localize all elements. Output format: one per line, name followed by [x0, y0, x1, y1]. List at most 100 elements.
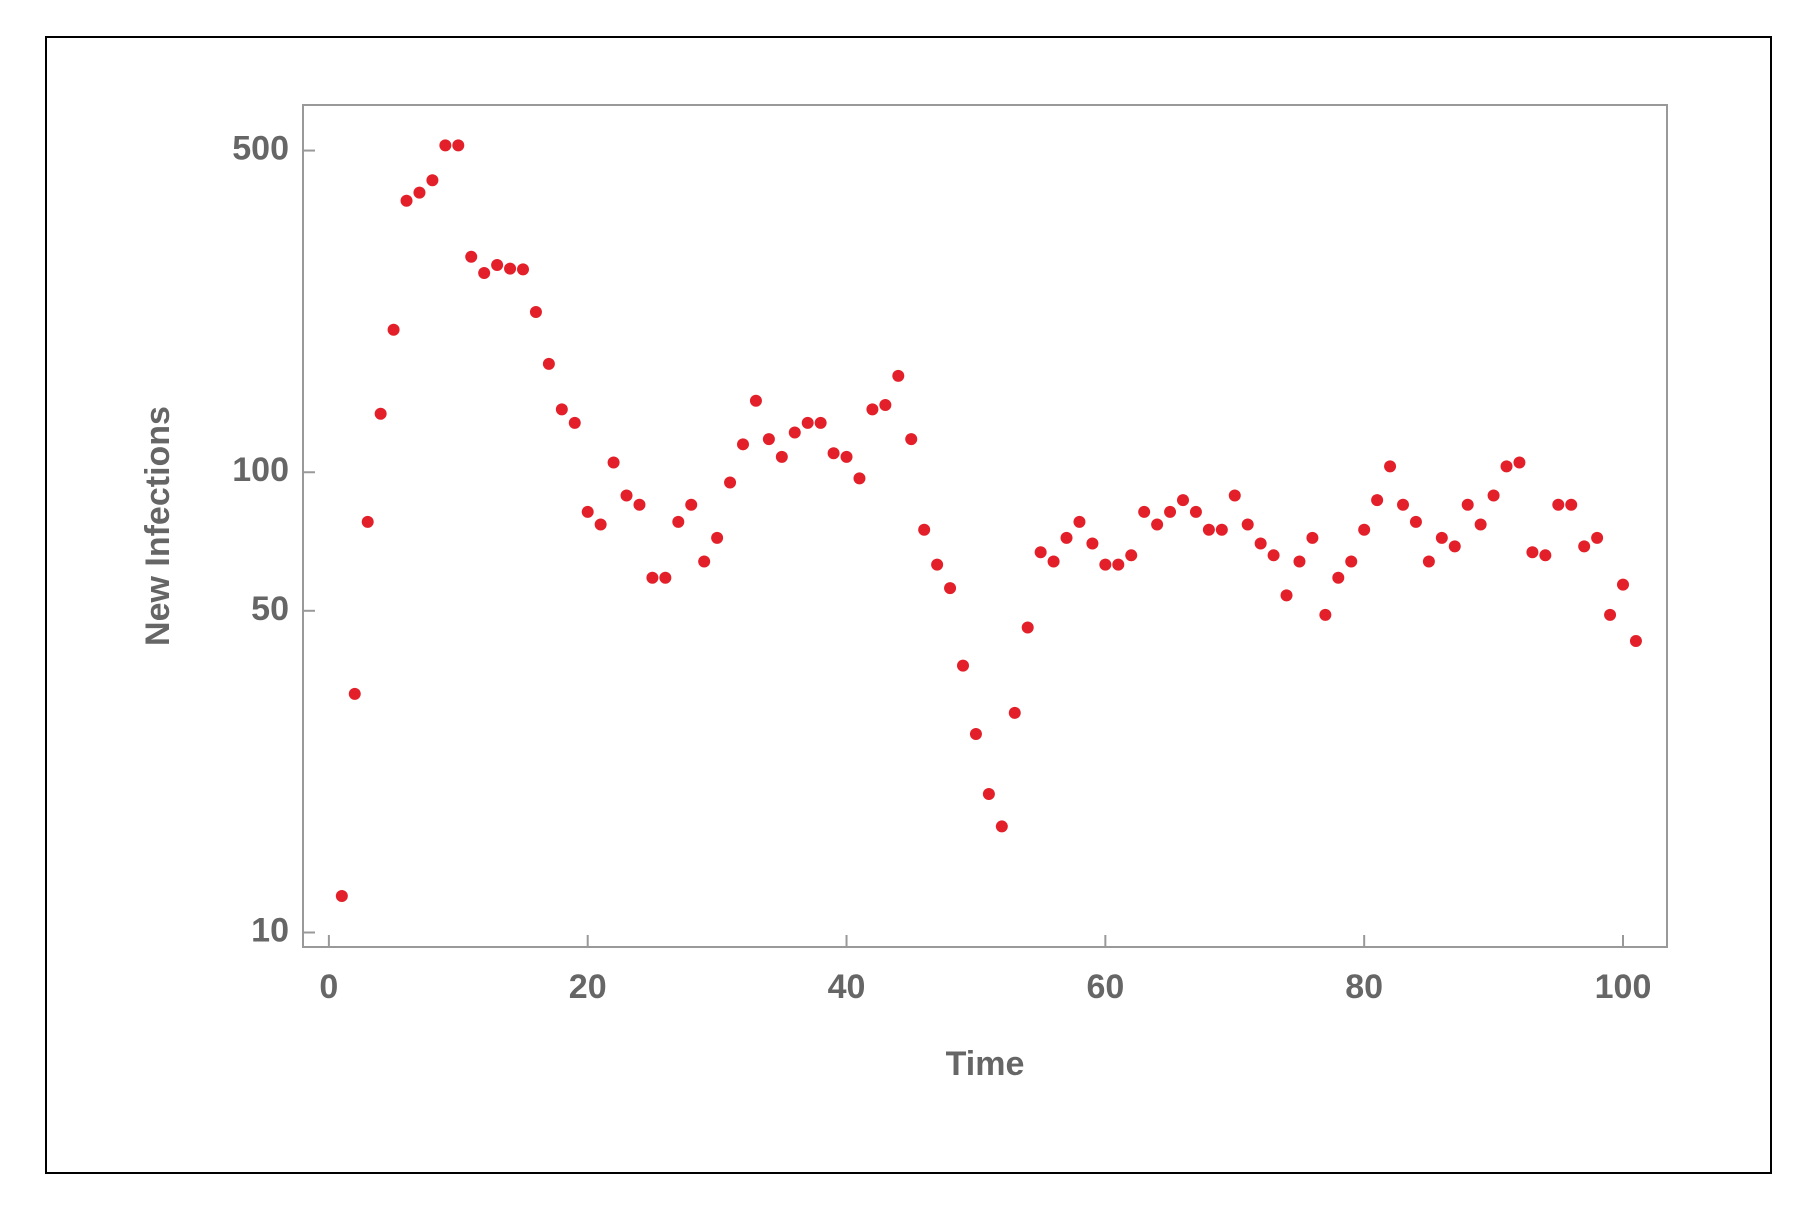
point [1060, 531, 1073, 544]
point [762, 433, 775, 446]
point [1008, 706, 1021, 719]
x-axis-label: Time [946, 1045, 1025, 1083]
point [1448, 540, 1461, 553]
x-tick-label: 20 [569, 968, 607, 1006]
x-tick-label: 80 [1345, 968, 1383, 1006]
point [1358, 523, 1371, 536]
x-tick-label: 100 [1595, 968, 1652, 1006]
point [892, 369, 905, 382]
point [1267, 549, 1280, 562]
point [1086, 537, 1099, 550]
point [529, 305, 542, 318]
point [491, 259, 504, 272]
point [918, 523, 931, 536]
point [1228, 489, 1241, 502]
point [1073, 515, 1086, 528]
y-tick-label: 10 [251, 911, 289, 949]
point [685, 498, 698, 511]
point [737, 438, 749, 451]
point [1500, 460, 1513, 473]
point [1021, 621, 1034, 634]
y-tick-label: 500 [232, 130, 289, 168]
point [1189, 505, 1202, 518]
y-axis-label: New Infections [139, 406, 177, 646]
point [1552, 498, 1565, 511]
point [1254, 537, 1267, 550]
x-tick-label: 40 [828, 968, 866, 1006]
point [840, 450, 853, 463]
point [1422, 555, 1435, 568]
point [1384, 460, 1397, 473]
point [724, 476, 737, 489]
point [504, 262, 517, 275]
plot-frame [302, 104, 1668, 948]
point [1461, 498, 1474, 511]
point [1202, 523, 1215, 536]
point [374, 407, 387, 420]
x-tick-label: 0 [319, 968, 338, 1006]
point [387, 323, 400, 336]
point [853, 472, 866, 485]
point [633, 498, 646, 511]
point [879, 398, 892, 411]
point [711, 531, 724, 544]
point [568, 416, 581, 429]
point [1345, 555, 1358, 568]
point [1099, 558, 1112, 571]
point [1047, 555, 1060, 568]
point [788, 426, 801, 439]
point [1617, 578, 1629, 591]
point [1578, 540, 1591, 553]
point [1474, 518, 1487, 531]
point [348, 687, 361, 700]
point [1138, 505, 1151, 518]
point [335, 890, 348, 903]
point [775, 450, 788, 463]
point [1125, 549, 1138, 562]
point [1319, 608, 1332, 621]
point [801, 416, 814, 429]
point [581, 505, 594, 518]
point [1306, 531, 1319, 544]
point [1034, 546, 1047, 559]
point [361, 515, 374, 528]
point [1371, 494, 1384, 507]
point [698, 555, 711, 568]
point [969, 727, 982, 740]
point [413, 186, 426, 199]
point [814, 416, 827, 429]
point [1487, 489, 1500, 502]
point [1397, 498, 1409, 511]
point [982, 787, 995, 800]
point [1164, 505, 1177, 518]
point [1280, 589, 1293, 602]
point [1177, 494, 1189, 507]
point [1539, 549, 1552, 562]
point [607, 456, 620, 469]
point [1293, 555, 1306, 568]
point [542, 357, 555, 370]
point [1526, 546, 1539, 559]
point [1241, 518, 1254, 531]
point [426, 174, 439, 187]
point [944, 582, 957, 595]
point [1591, 531, 1604, 544]
point [1629, 634, 1642, 647]
point [1215, 523, 1228, 536]
point [866, 403, 879, 416]
point [905, 433, 918, 446]
point [827, 447, 840, 460]
point [1435, 531, 1448, 544]
point [555, 403, 568, 416]
point [672, 515, 685, 528]
point [957, 659, 969, 672]
y-tick-label: 100 [232, 451, 289, 489]
point [1151, 518, 1164, 531]
point [1565, 498, 1578, 511]
point [1513, 456, 1526, 469]
y-tick-label: 50 [251, 590, 289, 628]
point [931, 558, 944, 571]
point [646, 571, 659, 584]
point [400, 194, 413, 207]
